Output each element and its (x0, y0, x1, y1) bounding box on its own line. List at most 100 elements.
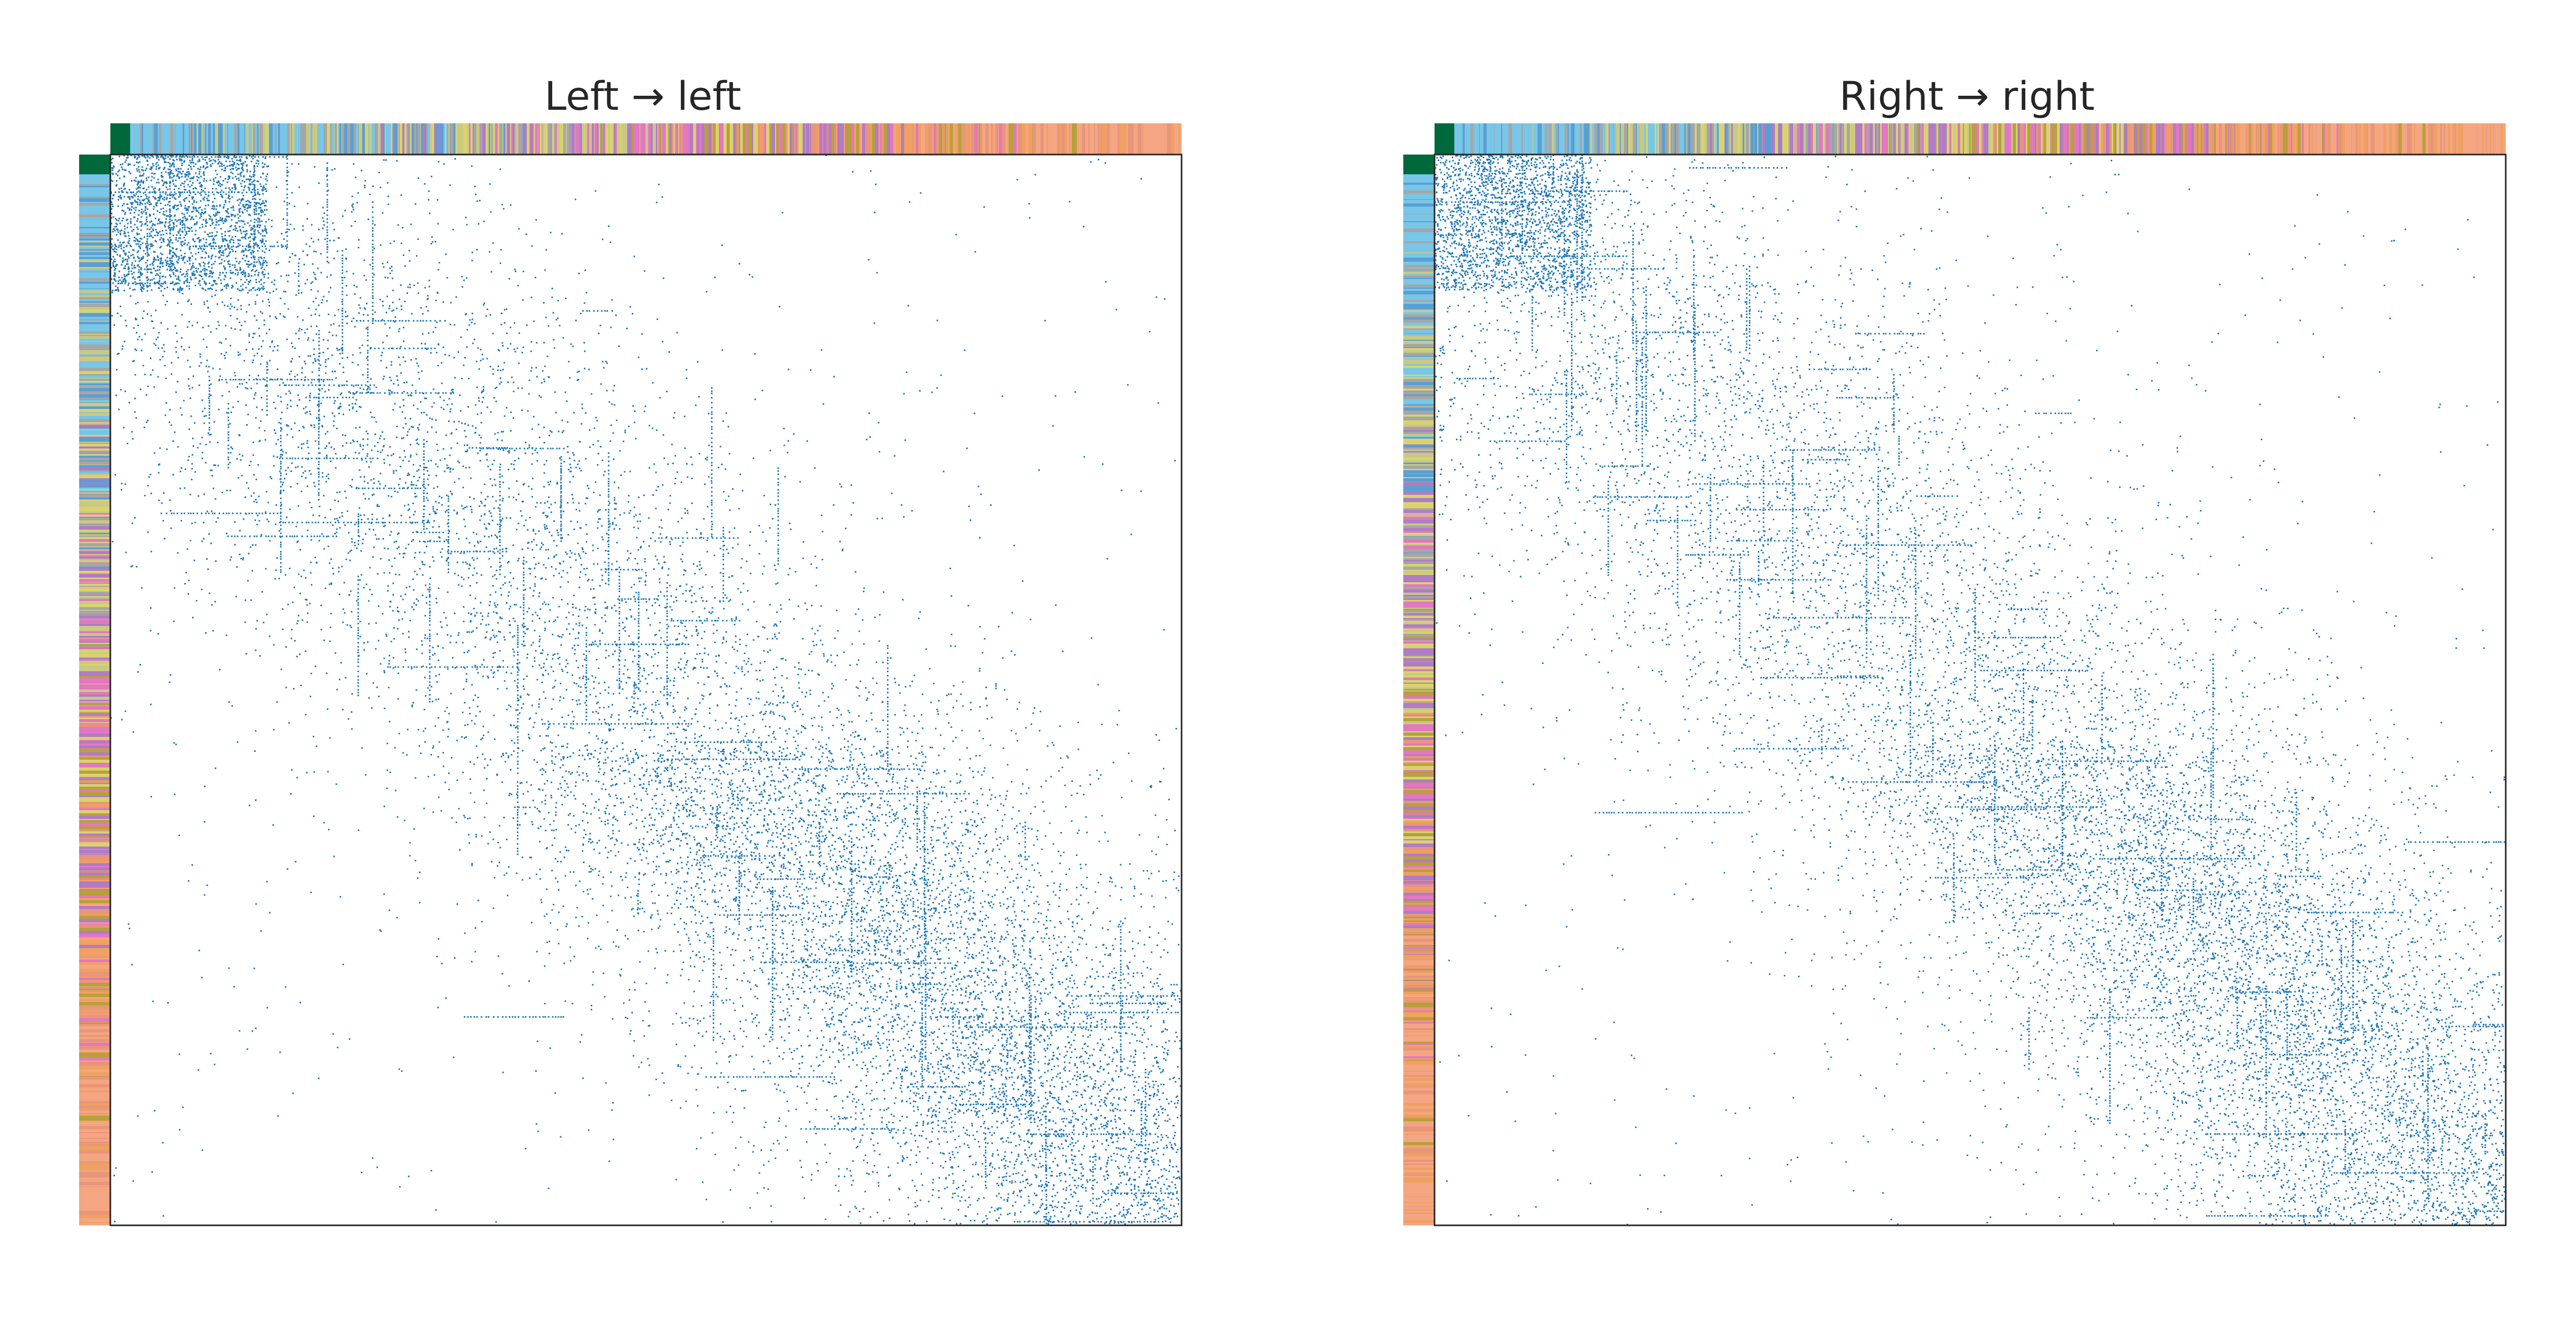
group-stripe (355, 123, 356, 155)
group-stripe (1620, 123, 1621, 155)
group-stripe (1403, 684, 1435, 686)
group-stripe (79, 480, 110, 482)
group-stripe (1403, 906, 1435, 909)
group-stripe (257, 123, 259, 155)
group-stripe (1507, 123, 1508, 155)
group-stripe (1403, 441, 1435, 444)
group-stripe (79, 1069, 110, 1071)
group-stripe (1403, 579, 1435, 582)
group-stripe (1164, 123, 1167, 155)
group-stripe (2351, 123, 2352, 155)
group-stripe (1857, 123, 1859, 155)
group-stripe (586, 123, 587, 155)
group-stripe (2292, 123, 2295, 155)
group-stripe (79, 796, 110, 797)
group-stripe (1403, 610, 1435, 612)
group-stripe (197, 123, 198, 155)
group-stripe (1403, 211, 1435, 214)
group-stripe (1403, 215, 1435, 218)
group-stripe (391, 123, 392, 155)
group-stripe (79, 1112, 110, 1113)
group-stripe (2069, 123, 2071, 155)
group-stripe (79, 834, 110, 836)
group-stripe (1158, 123, 1161, 155)
group-stripe (1403, 408, 1435, 411)
group-stripe (712, 123, 713, 155)
group-stripe (1403, 880, 1435, 881)
group-stripe (426, 123, 428, 155)
group-stripe (79, 404, 110, 406)
group-stripe (2480, 123, 2482, 155)
group-stripe (79, 534, 110, 535)
group-stripe (79, 319, 110, 321)
group-stripe (1403, 693, 1435, 696)
group-stripe (79, 620, 110, 621)
group-stripe (79, 1087, 110, 1091)
group-stripe (1403, 498, 1435, 500)
group-stripe (1594, 123, 1597, 155)
group-stripe (79, 1190, 110, 1193)
group-stripe (1019, 123, 1022, 155)
group-stripe (79, 225, 110, 227)
group-stripe (334, 123, 335, 155)
group-stripe (410, 123, 412, 155)
group-stripe (450, 123, 453, 155)
group-stripe (1969, 123, 1970, 155)
group-stripe (1568, 123, 1569, 155)
group-stripe (645, 123, 648, 155)
group-stripe (79, 533, 110, 534)
group-stripe (79, 344, 110, 348)
group-stripe (1403, 413, 1435, 415)
group-stripe (170, 123, 173, 155)
group-stripe (79, 895, 110, 898)
group-stripe (79, 718, 110, 719)
chart-title-right: Right → right (1433, 68, 2501, 125)
group-stripe (154, 123, 157, 155)
group-stripe (79, 566, 110, 567)
group-stripe (704, 123, 705, 155)
group-stripe (1403, 962, 1435, 963)
group-stripe (79, 646, 110, 647)
group-stripe (79, 296, 110, 297)
group-stripe (79, 1174, 110, 1177)
group-stripe (610, 123, 613, 155)
group-stripe (79, 1008, 110, 1009)
group-stripe (327, 123, 330, 155)
group-stripe (1077, 123, 1078, 155)
group-stripe (1870, 123, 1873, 155)
group-stripe (1403, 485, 1435, 488)
group-stripe (79, 700, 110, 701)
group-stripe (280, 123, 283, 155)
group-stripe (2322, 123, 2323, 155)
group-stripe (1403, 454, 1435, 457)
group-stripe (2115, 123, 2116, 155)
group-stripe (884, 123, 887, 155)
group-stripe (1403, 903, 1435, 905)
group-stripe (1123, 123, 1126, 155)
group-stripe (1403, 590, 1435, 593)
group-stripe (1637, 123, 1639, 155)
group-stripe (360, 123, 362, 155)
group-stripe (1728, 123, 1729, 155)
group-stripe (2386, 123, 2389, 155)
group-stripe (1403, 364, 1435, 366)
group-stripe (79, 530, 110, 531)
group-stripe (469, 123, 471, 155)
group-stripe (79, 784, 110, 785)
group-stripe (633, 123, 634, 155)
group-stripe (974, 123, 976, 155)
group-stripe (79, 740, 110, 741)
group-stripe (1403, 1093, 1435, 1094)
group-stripe (2099, 123, 2101, 155)
group-stripe (79, 201, 110, 202)
group-stripe (2295, 123, 2296, 155)
group-stripe (1403, 692, 1435, 693)
group-stripe (1403, 691, 1435, 692)
group-stripe (1078, 123, 1081, 155)
group-stripe (2348, 123, 2351, 155)
group-stripe (1150, 123, 1153, 155)
group-stripe (231, 123, 234, 155)
group-stripe (2079, 123, 2081, 155)
group-stripe (1705, 123, 1707, 155)
group-stripe (2198, 123, 2199, 155)
